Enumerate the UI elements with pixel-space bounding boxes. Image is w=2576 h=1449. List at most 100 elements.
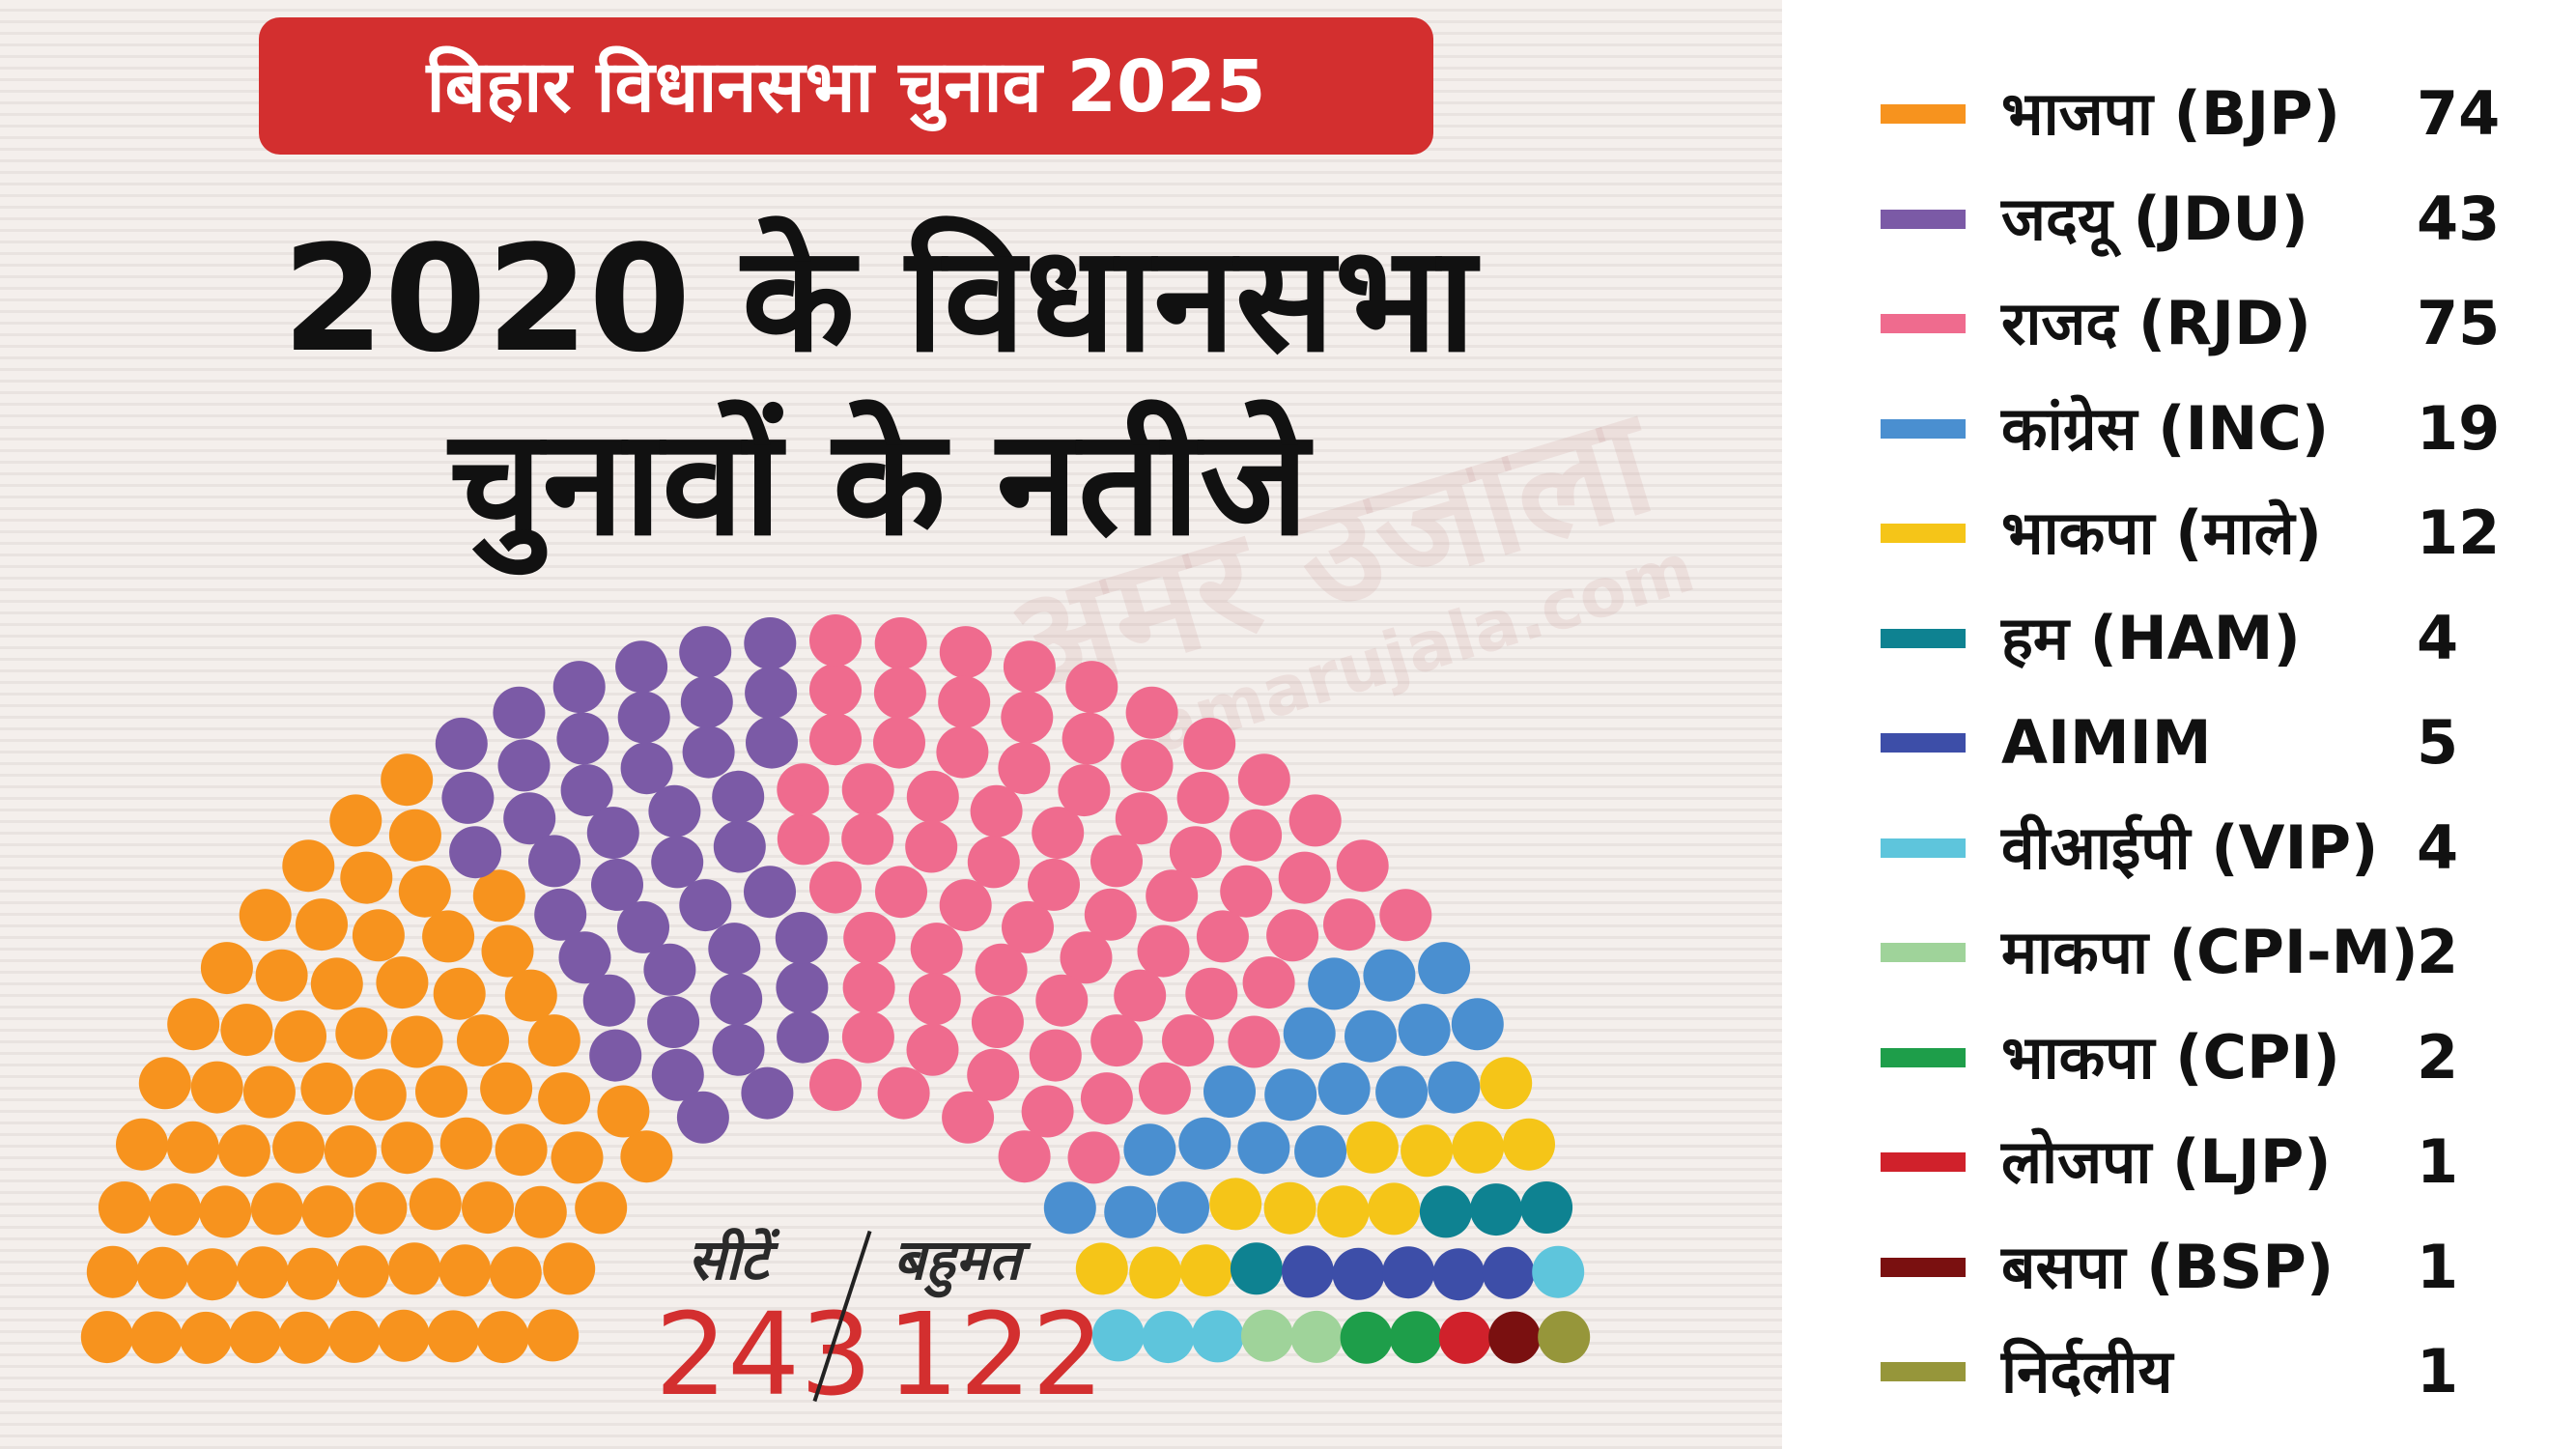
seat-dot	[744, 617, 797, 669]
legend-party-name: निर्दलीय	[2001, 1336, 2173, 1406]
seat-dot	[998, 1130, 1051, 1183]
seat-dot	[1345, 1121, 1399, 1174]
seat-dot	[543, 1242, 596, 1295]
seat-dot	[1178, 1117, 1231, 1170]
seat-dot	[1028, 858, 1080, 911]
seat-dot	[327, 1310, 381, 1363]
seat-dot	[1278, 851, 1331, 904]
seat-dot	[1451, 998, 1504, 1051]
seat-dot	[1032, 807, 1085, 860]
seat-dot	[427, 1310, 480, 1363]
seat-dot	[1123, 1123, 1176, 1177]
seat-dot	[1230, 809, 1283, 862]
banner-text: बिहार विधानसभा चुनाव 2025	[426, 44, 1266, 128]
seat-dot	[190, 1061, 243, 1114]
seat-dot	[809, 861, 862, 914]
seat-dot	[552, 661, 606, 714]
seat-dot	[1162, 1014, 1214, 1067]
seat-dot	[1209, 1178, 1262, 1231]
seat-dot	[1060, 931, 1113, 984]
seat-dot	[967, 836, 1020, 889]
seat-dot	[1375, 1065, 1429, 1119]
legend-party-name: भाजपा (BJP)	[2001, 78, 2340, 149]
seat-dot	[938, 675, 991, 728]
seat-dot	[180, 1311, 233, 1364]
seat-dot	[741, 1066, 794, 1120]
legend-party-name: माकपा (CPI-M)	[2001, 917, 2419, 987]
seat-dot	[200, 942, 253, 995]
seat-dot	[708, 923, 761, 976]
seat-dot	[558, 931, 611, 984]
seat-dot	[712, 1023, 765, 1076]
seat-dot	[1532, 1245, 1585, 1298]
seat-dot	[1290, 1310, 1344, 1363]
seat-dot	[775, 912, 828, 964]
legend-seat-count: 19	[2417, 392, 2501, 464]
parliament-seat-chart	[80, 614, 1591, 1364]
seat-dot	[1419, 1185, 1472, 1238]
seat-dot	[679, 626, 732, 679]
seat-dot	[1283, 1007, 1336, 1060]
seat-dot	[1043, 1181, 1096, 1235]
seat-dot	[220, 1004, 273, 1057]
legend-item: हम (HAM) 4	[1832, 592, 2566, 696]
seat-dot	[651, 1048, 704, 1101]
seat-dot	[1115, 792, 1168, 845]
legend-item: भाकपा (CPI) 2	[1832, 1011, 2566, 1116]
seat-dot	[647, 996, 700, 1048]
seat-dot	[777, 1010, 830, 1064]
seat-dot	[398, 865, 451, 918]
seat-dot	[1363, 949, 1416, 1002]
seat-dot	[255, 949, 308, 1002]
legend-seat-count: 4	[2417, 602, 2459, 673]
seat-dot	[527, 1014, 580, 1067]
seat-dot	[481, 924, 534, 978]
legend-swatch	[1881, 314, 1966, 333]
legend-seat-count: 4	[2417, 811, 2459, 883]
seat-dot	[534, 888, 587, 941]
seat-dot	[744, 866, 796, 919]
seat-dot	[873, 716, 925, 769]
legend-party-name: भाकपा (माले)	[2001, 497, 2322, 568]
seat-dot	[1062, 712, 1115, 765]
election-banner: बिहार विधानसभा चुनाव 2025	[259, 17, 1433, 155]
seat-dot	[1237, 1122, 1290, 1175]
seat-dot	[975, 943, 1028, 996]
seat-dot	[843, 912, 896, 964]
seat-dot	[472, 869, 525, 923]
seat-dot	[1368, 1182, 1421, 1236]
seat-dot	[809, 713, 862, 766]
seats-label: सीटें	[688, 1227, 769, 1293]
seat-dot	[1169, 826, 1222, 879]
seat-dot	[337, 1245, 389, 1298]
seat-dot	[278, 1311, 331, 1364]
seat-dot	[809, 664, 862, 717]
legend-party-name: भाकपा (CPI)	[2001, 1021, 2340, 1093]
seat-dot	[340, 851, 393, 904]
seat-dot	[390, 1015, 443, 1068]
seat-dot	[1183, 717, 1236, 770]
seat-dot	[1482, 1246, 1535, 1299]
seat-dot	[439, 1244, 492, 1297]
seat-dot	[617, 691, 670, 744]
seat-dot	[1228, 1015, 1281, 1068]
seat-dot	[1084, 888, 1137, 941]
seat-dot	[274, 1009, 326, 1063]
seat-dot	[745, 667, 798, 720]
seat-dot	[1001, 691, 1054, 744]
seat-dot	[1142, 1311, 1195, 1364]
seat-dot	[651, 836, 704, 889]
seat-dot	[378, 1309, 430, 1362]
seat-dot	[809, 1059, 862, 1111]
seat-dot	[229, 1311, 282, 1364]
legend-party-name: राजद (RJD)	[2001, 288, 2311, 358]
majority-value: 122	[887, 1288, 1105, 1421]
seat-dot	[381, 753, 434, 807]
seat-dot	[1332, 1247, 1385, 1300]
seat-dot	[1090, 835, 1143, 888]
legend-item: माकपा (CPI-M) 2	[1832, 906, 2566, 1010]
seat-dot	[1237, 753, 1290, 807]
legend-party-name: लोजपा (LJP)	[2001, 1126, 2332, 1197]
seat-dot	[166, 1121, 219, 1174]
legend-item: लोजपा (LJP) 1	[1832, 1116, 2566, 1220]
